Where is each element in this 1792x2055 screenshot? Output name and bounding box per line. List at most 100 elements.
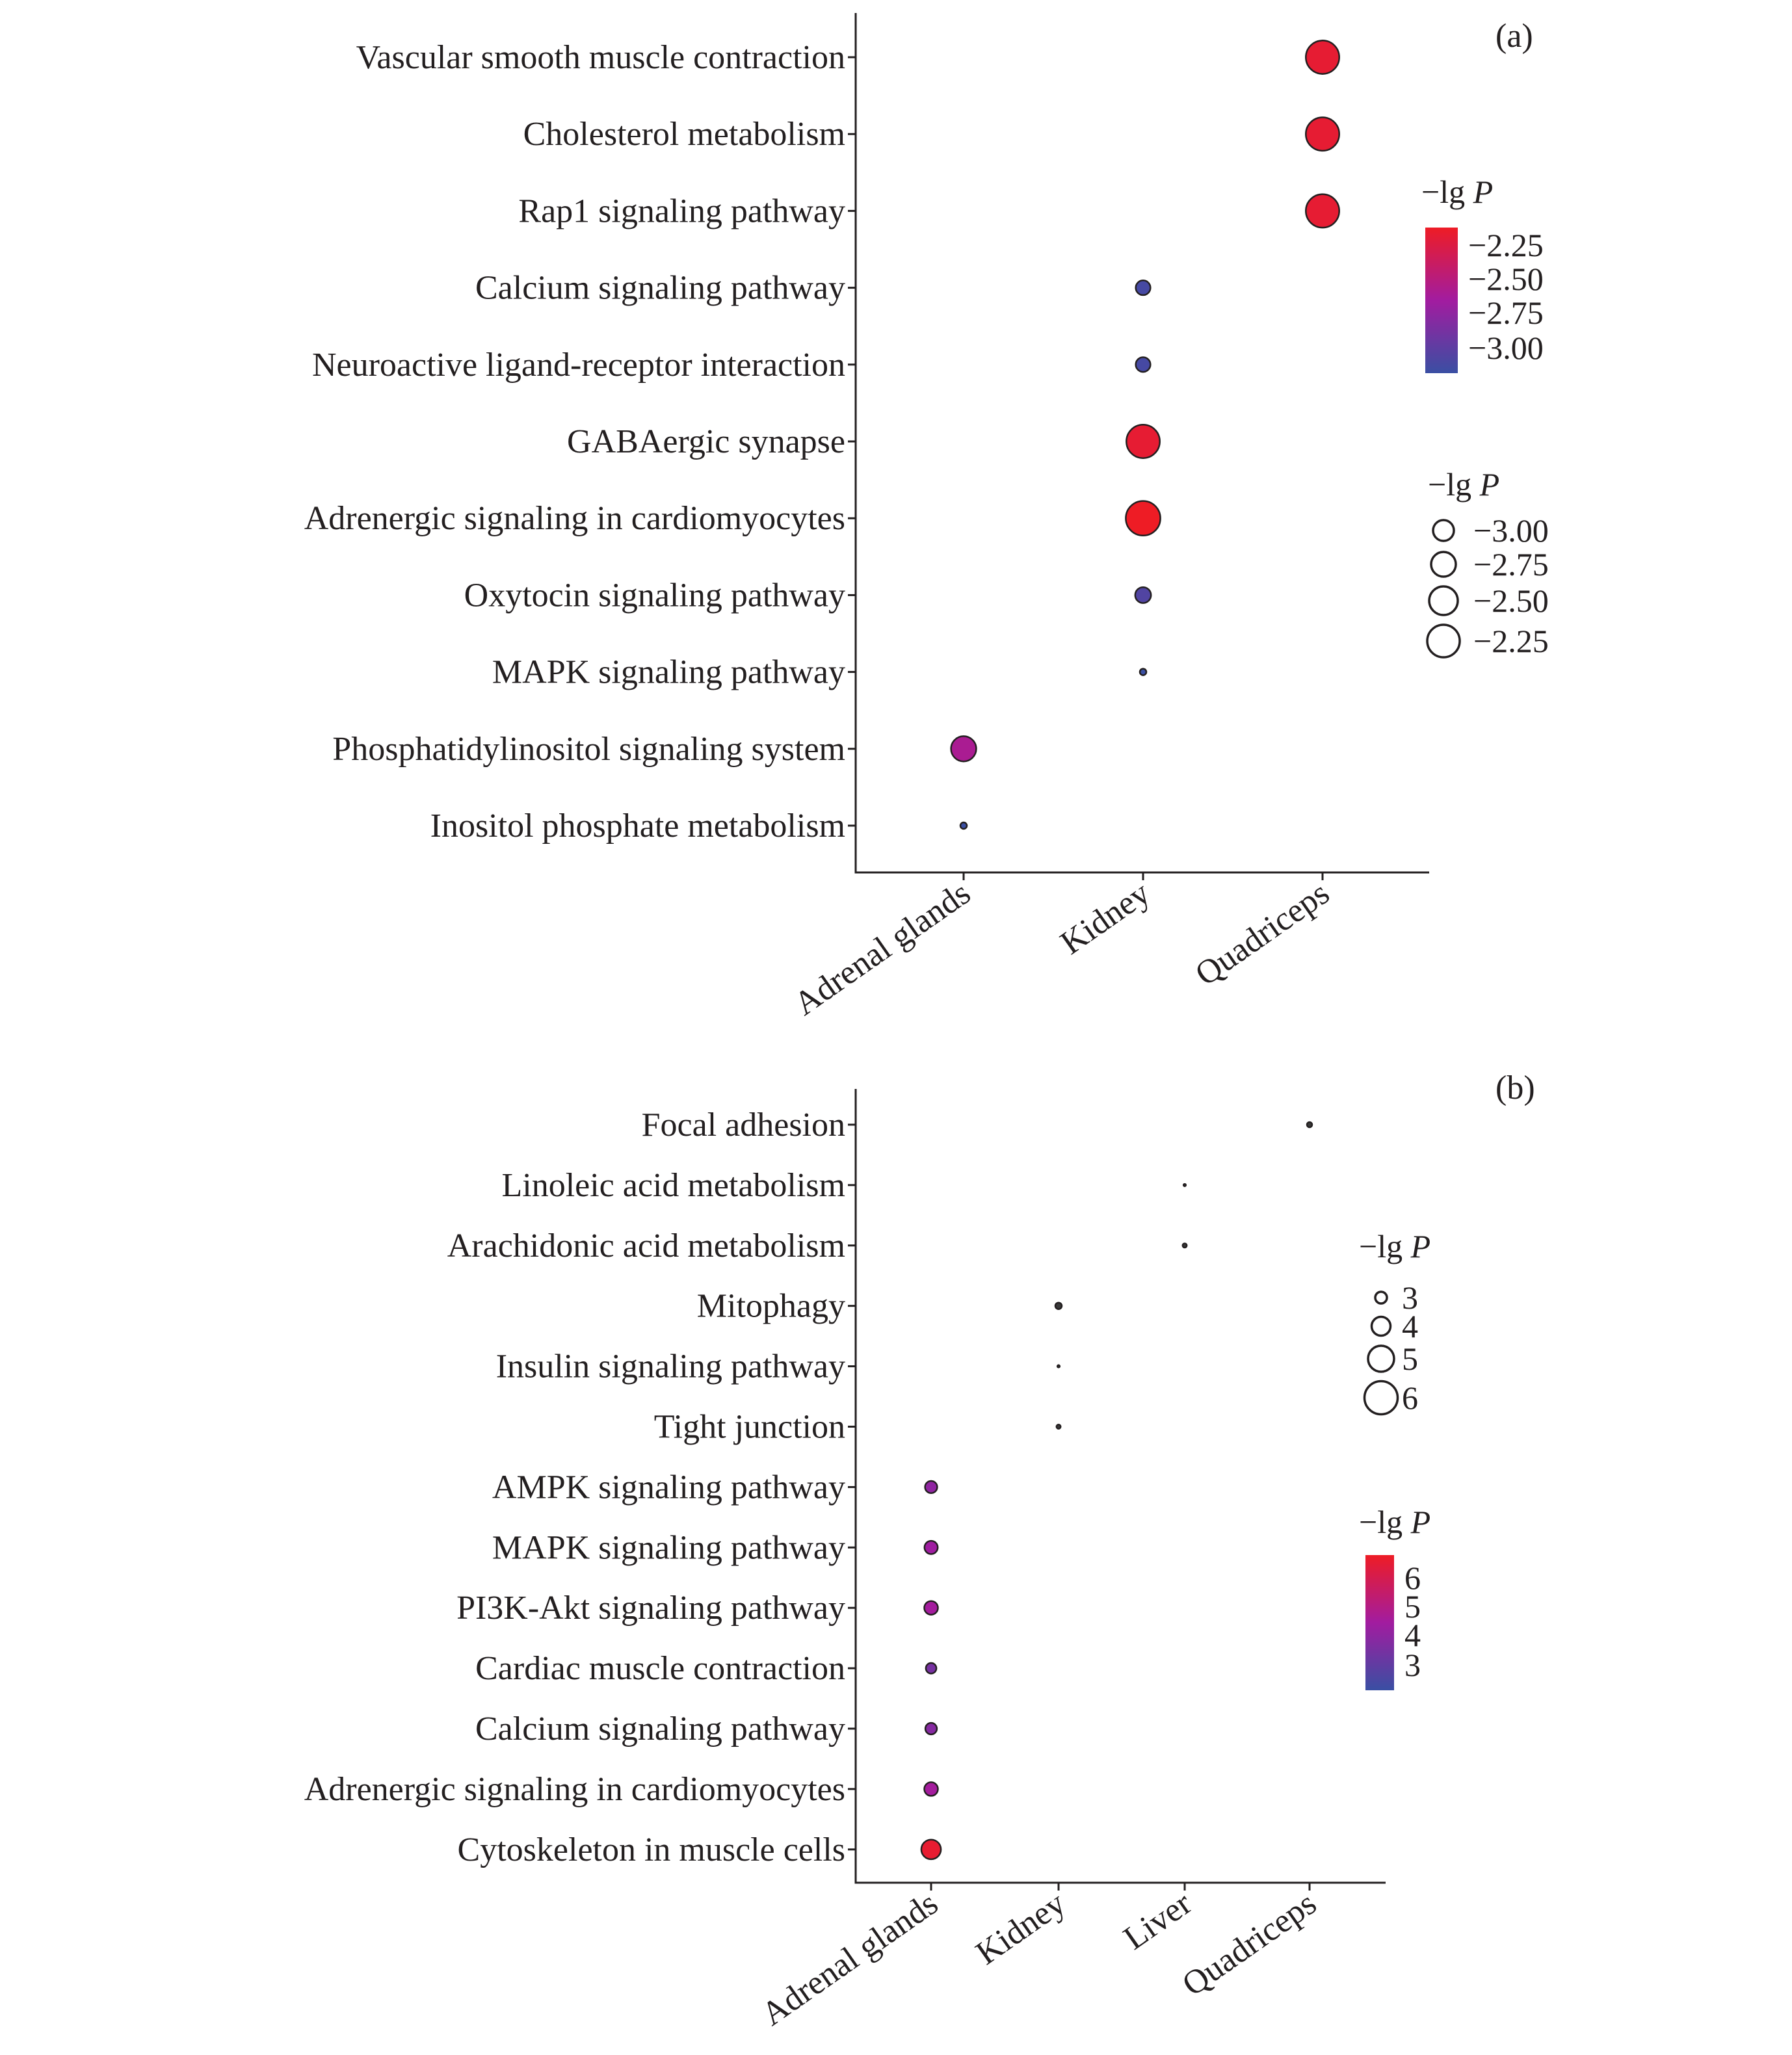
data-point <box>925 1662 938 1675</box>
size-legend-key <box>1426 623 1461 659</box>
panel-a-color-bar <box>1425 228 1458 373</box>
panel-a-axes <box>854 13 1429 874</box>
data-point <box>1305 193 1340 229</box>
data-point <box>1125 500 1161 537</box>
x-tick-label: Adrenal glands <box>787 874 977 1023</box>
panel-b-color-bar <box>1365 1555 1394 1690</box>
data-point <box>1305 116 1340 152</box>
data-point <box>1181 1242 1188 1249</box>
color-legend-label: 6 <box>1404 1560 1421 1596</box>
y-tick-label: Vascular smooth muscle contraction <box>356 39 845 76</box>
panel-a-color-legend-title: −lg P <box>1421 174 1493 210</box>
data-point <box>1182 1183 1187 1187</box>
size-legend-label: 5 <box>1402 1341 1418 1377</box>
data-point <box>1306 1121 1313 1129</box>
y-tick-label: Adrenergic signaling in cardiomyocytes <box>304 1771 845 1808</box>
size-legend-key <box>1374 1290 1388 1305</box>
data-point <box>923 1781 939 1797</box>
data-point <box>1134 586 1152 604</box>
panel-a-size-legend: −lg P −3.00−2.75−2.50 −2.25 <box>1426 466 1549 659</box>
data-point <box>1139 668 1148 676</box>
y-tick-label: Adrenergic signaling in cardiomyocytes <box>304 500 845 537</box>
y-tick-label: Arachidonic acid metabolism <box>447 1227 845 1264</box>
data-point <box>1126 424 1161 459</box>
data-point <box>959 821 968 830</box>
size-legend-key <box>1370 1315 1392 1337</box>
y-tick-label: Neuroactive ligand-receptor interaction <box>312 347 845 384</box>
x-tick-label: Quadriceps <box>1189 874 1336 993</box>
panel-a-ticks <box>848 56 1324 880</box>
panel-b-tag: (b) <box>1496 1069 1535 1106</box>
y-tick-label: Cytoskeleton in muscle cells <box>458 1831 845 1868</box>
data-point <box>1305 40 1340 75</box>
y-tick-label: Inositol phosphate metabolism <box>430 807 845 844</box>
y-tick-label: Calcium signaling pathway <box>475 1710 845 1747</box>
panel-a-size-legend-title: −lg P <box>1428 466 1499 503</box>
size-legend-label: −2.50 <box>1473 582 1549 619</box>
panel-a-color-legend: −lg P −2.25−2.50−2.75−3.00 <box>1421 174 1544 373</box>
y-tick-label: Cardiac muscle contraction <box>475 1650 845 1687</box>
data-point <box>1135 280 1152 296</box>
y-tick-label: MAPK signaling pathway <box>492 654 845 691</box>
panel-a-points <box>950 40 1340 830</box>
color-legend-label: −2.75 <box>1468 295 1544 331</box>
x-tick-label: Kidney <box>1054 874 1157 962</box>
y-tick-label: Phosphatidylinositol signaling system <box>332 731 845 768</box>
size-legend-label: −3.00 <box>1473 512 1549 549</box>
panel-a-size-legend-keys: −3.00−2.75−2.50 −2.25 <box>1426 512 1549 659</box>
size-legend-label: 6 <box>1402 1380 1418 1416</box>
y-tick-label: MAPK signaling pathway <box>492 1529 845 1566</box>
x-tick-label: Adrenal glands <box>755 1885 945 2033</box>
panel-b-points <box>920 1121 1313 1861</box>
y-tick-label: PI3K-Akt signaling pathway <box>456 1590 845 1627</box>
data-point <box>1135 356 1152 373</box>
size-legend-key <box>1430 551 1457 578</box>
panel-b-size-legend-title: −lg P <box>1359 1228 1430 1264</box>
y-tick-label: Cholesterol metabolism <box>523 116 845 153</box>
x-tick-label: Liver <box>1117 1885 1198 1957</box>
size-legend-key <box>1367 1344 1395 1373</box>
panel-a-tag: (a) <box>1496 18 1533 55</box>
y-tick-label: Insulin signaling pathway <box>496 1348 845 1385</box>
y-tick-label: AMPK signaling pathway <box>492 1469 845 1506</box>
size-legend-label: 4 <box>1402 1308 1418 1344</box>
panel-b-y-tick-labels: Focal adhesion Linoleic acid metabolism Ar… <box>304 1106 845 1868</box>
color-legend-label: 4 <box>1404 1617 1421 1653</box>
size-legend-key <box>1432 519 1455 542</box>
color-legend-label: −2.25 <box>1468 227 1544 263</box>
y-tick-label: Rap1 signaling pathway <box>518 192 845 229</box>
x-tick-label: Quadriceps <box>1176 1885 1323 2004</box>
y-tick-label: Calcium signaling pathway <box>475 270 845 307</box>
data-point <box>924 1721 938 1736</box>
y-tick-label: Mitophagy <box>697 1288 845 1325</box>
y-tick-label: Focal adhesion <box>642 1106 845 1144</box>
panel-a: (a) Vascular smooth muscle contraction Ch… <box>304 13 1549 1023</box>
y-tick-label: Oxytocin signaling pathway <box>464 577 845 614</box>
data-point <box>1054 1302 1063 1310</box>
y-tick-label: GABAergic synapse <box>567 423 845 460</box>
panel-a-y-tick-labels: Vascular smooth muscle contraction Choles… <box>304 39 845 844</box>
data-point <box>1056 1364 1061 1368</box>
panel-a-color-legend-labels: −2.25−2.50−2.75−3.00 <box>1462 227 1544 366</box>
size-legend-key <box>1428 585 1459 616</box>
x-tick-label: Kidney <box>969 1885 1072 1972</box>
panel-b-color-legend-title: −lg P <box>1359 1504 1430 1540</box>
panel-a-x-tick-labels: Adrenal glands Kidney Quadriceps <box>787 874 1336 1023</box>
data-point <box>923 1600 939 1616</box>
size-legend-key <box>1363 1380 1399 1416</box>
color-legend-label: −3.00 <box>1468 330 1544 366</box>
panel-b: (b) Focal adhesion Linoleic acid metaboli… <box>304 1069 1535 2033</box>
data-point <box>1055 1424 1062 1430</box>
color-legend-label: 5 <box>1404 1588 1421 1625</box>
size-legend-label: 3 <box>1402 1279 1418 1316</box>
color-legend-label: −2.50 <box>1468 261 1544 297</box>
size-legend-label: −2.25 <box>1473 623 1549 659</box>
panel-b-axes <box>854 1089 1386 1884</box>
data-point <box>950 735 977 763</box>
